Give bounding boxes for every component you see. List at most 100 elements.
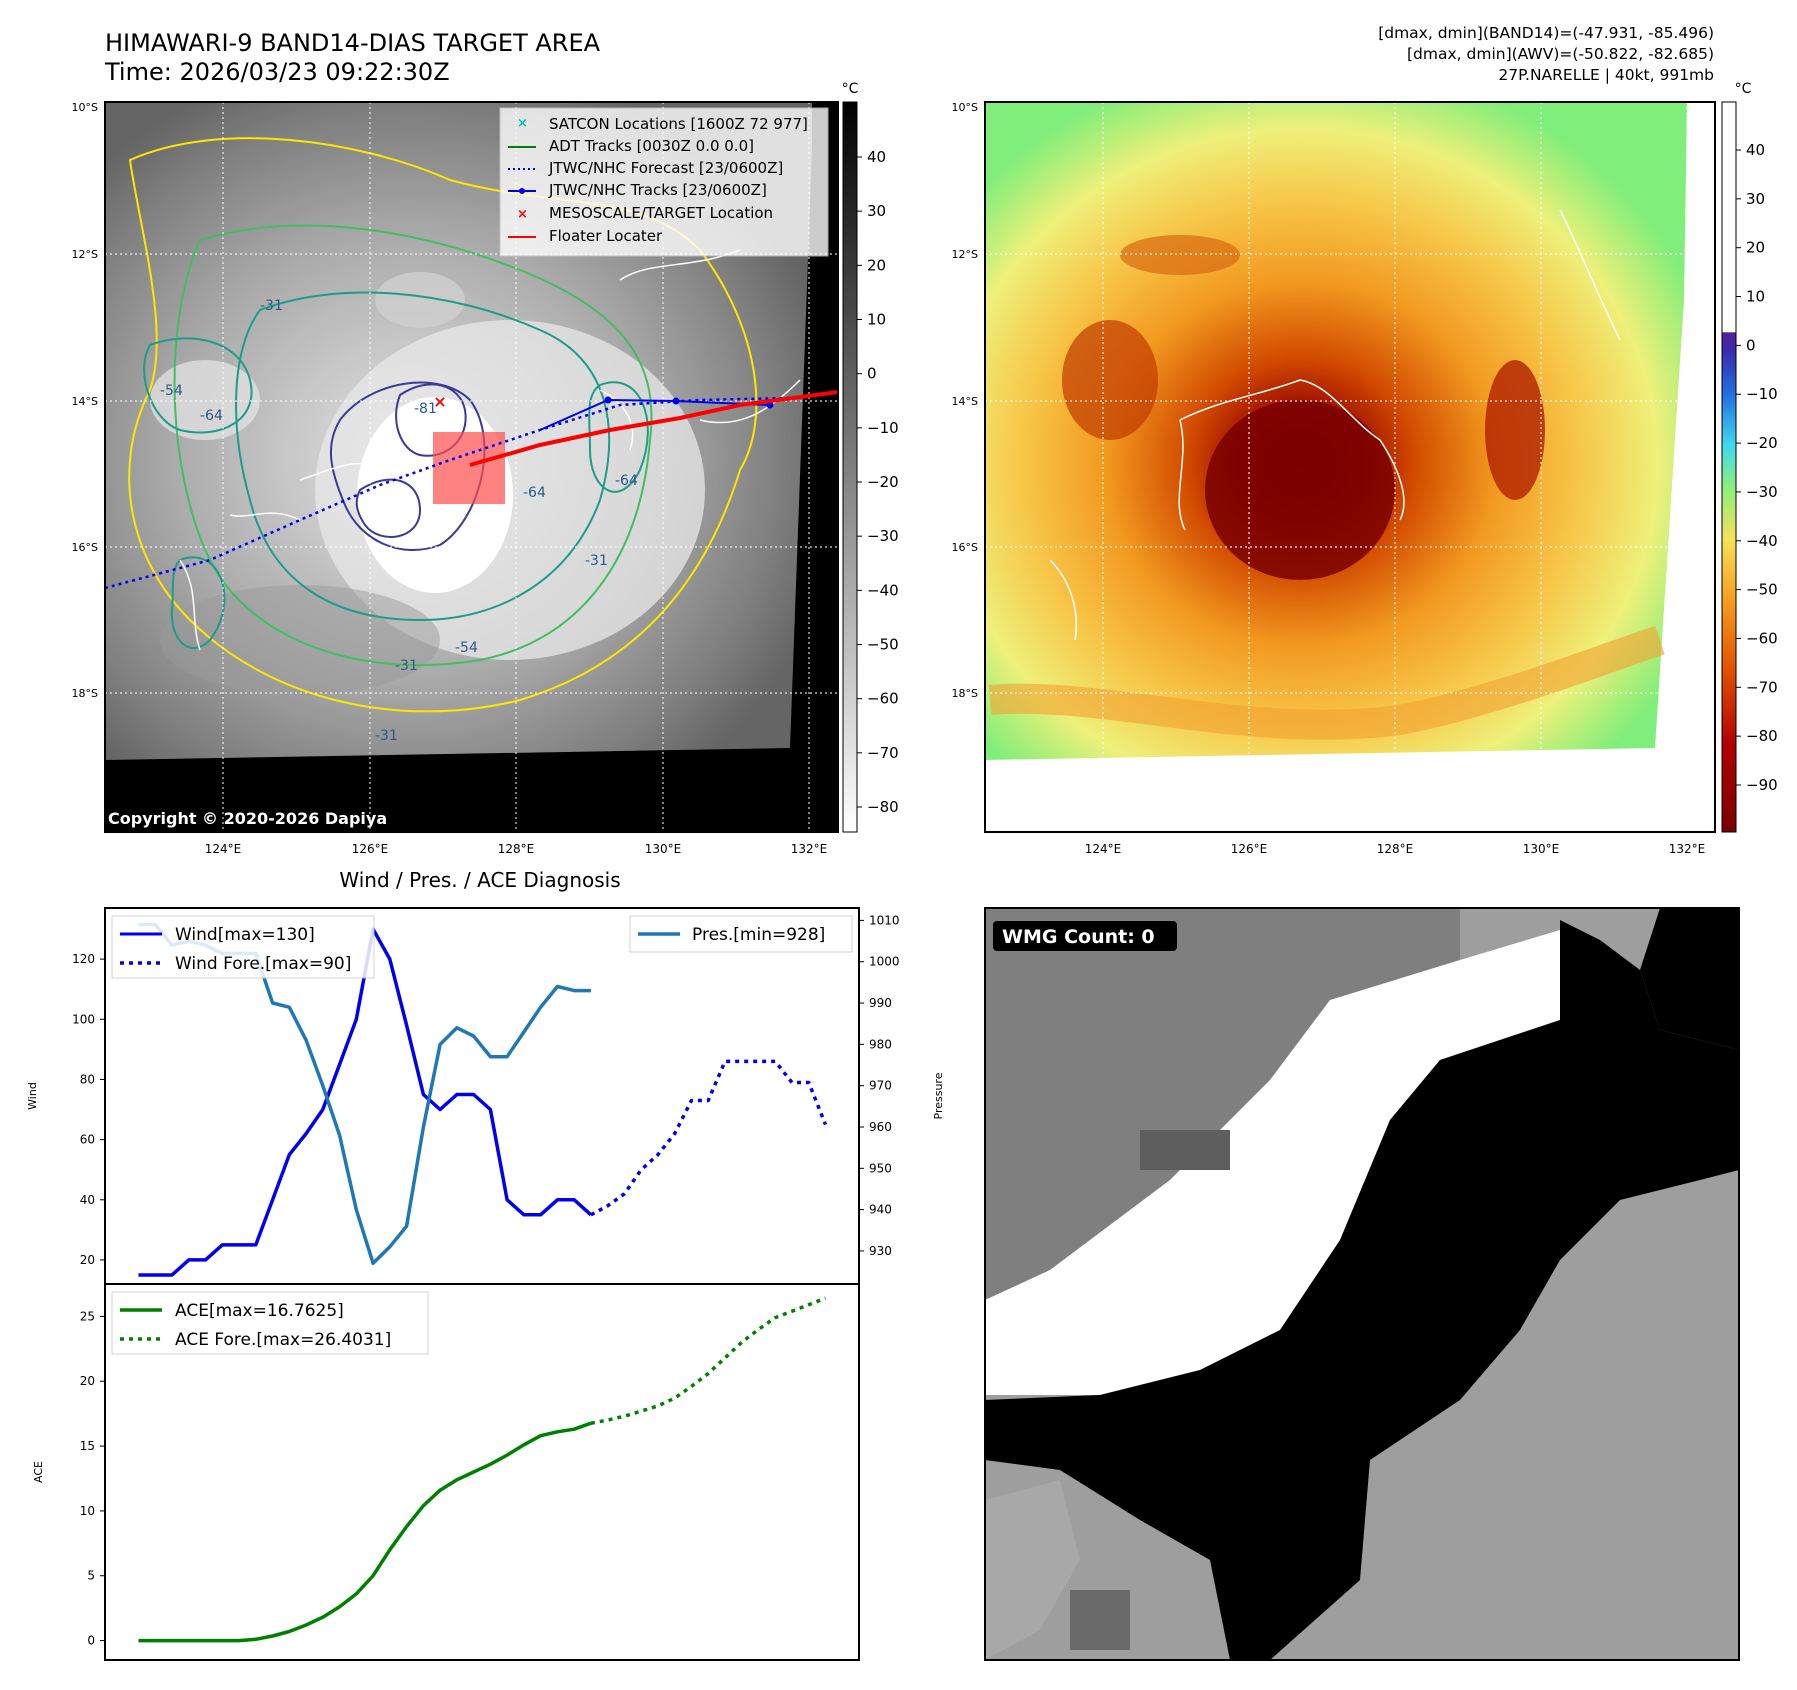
colorbar-tick-label: 30 — [1746, 190, 1765, 208]
y-tick-label: 20 — [80, 1374, 95, 1388]
colorbar-tick-label: −20 — [1746, 434, 1778, 452]
y-tick-label: 80 — [80, 1072, 95, 1086]
lat-label: 14°S — [952, 395, 978, 408]
y-tick-label: 0 — [87, 1634, 95, 1648]
pressure-axis-label: Pressure — [932, 1072, 945, 1119]
wmg-region — [1140, 1130, 1230, 1170]
jtwc-track-point — [672, 397, 680, 405]
contour-label: -31 — [375, 728, 398, 744]
y-tick-label: 990 — [869, 996, 892, 1010]
track-point-icon — [519, 188, 525, 194]
storm-info: 27P.NARELLE | 40kt, 991mb — [1498, 66, 1714, 84]
colorbar-tick-label: 0 — [867, 365, 877, 383]
ace-legend: ACE[max=16.7625] ACE Fore.[max=26.4031] — [111, 1291, 429, 1355]
ir-map-lon-labels: 124°E 126°E 128°E 130°E 132°E — [205, 842, 828, 856]
lon-label: 126°E — [352, 842, 389, 856]
colorbar-tick-label: −60 — [1746, 629, 1778, 647]
color-imagery — [985, 102, 1715, 832]
y-tick-label: 980 — [869, 1037, 892, 1051]
series-line — [590, 1296, 827, 1425]
lat-label: 18°S — [72, 687, 98, 700]
colorbar-tick-label: −10 — [867, 419, 899, 437]
lon-label: 124°E — [205, 842, 242, 856]
lat-label: 12°S — [952, 248, 978, 261]
colorbar-tick-label: −50 — [1746, 581, 1778, 599]
contour-label: -81 — [414, 401, 437, 417]
colorbar-tick-label: −70 — [867, 744, 899, 762]
lon-label: 126°E — [1231, 842, 1268, 856]
colorbar-tick-label: 40 — [1746, 141, 1765, 159]
colorbar-tick-label: −40 — [1746, 532, 1778, 550]
ace-panel: 0 5 10 15 20 25 ACE ACE[max=16.7625] ACE Fore… — [32, 1283, 860, 1661]
color-map-panel — [984, 101, 1716, 833]
series-line — [138, 1421, 592, 1643]
wmg-count-label: WMG Count: 0 — [1002, 926, 1155, 948]
wmg-region — [985, 920, 1739, 1660]
legend-target: MESOSCALE/TARGET Location — [549, 204, 773, 222]
pressure-legend: Pres.[min=928] — [629, 915, 853, 953]
contour-label: -64 — [200, 408, 223, 424]
colorbar-tick-label: 30 — [867, 202, 886, 220]
target-marker-icon: × — [517, 207, 528, 222]
y-tick-label: 1000 — [869, 955, 900, 969]
target-location-marker: × — [433, 392, 446, 411]
mesoscale-target-box — [433, 432, 505, 504]
colorbar-tick-label: −40 — [867, 581, 899, 599]
y-tick-label: 10 — [80, 1504, 95, 1518]
legend-adt: ADT Tracks [0030Z 0.0 0.0] — [549, 137, 754, 155]
legend-satcon: SATCON Locations [1600Z 72 977] — [549, 115, 808, 133]
color-map-lat-labels: 10°S 12°S 14°S 16°S 18°S — [952, 101, 978, 700]
colorbar-tick-label: 20 — [867, 256, 886, 274]
pressure-legend-label: Pres.[min=928] — [692, 925, 825, 945]
lat-label: 14°S — [72, 395, 98, 408]
series-line — [590, 1059, 828, 1217]
legend-tracks: JTWC/NHC Tracks [23/0600Z] — [548, 181, 767, 199]
lon-label: 128°E — [1377, 842, 1414, 856]
lat-label: 10°S — [952, 101, 978, 114]
contour-label: -54 — [455, 640, 478, 656]
lon-label: 132°E — [1669, 842, 1706, 856]
stats-awv: [dmax, dmin](AWV)=(-50.822, -82.685) — [1407, 45, 1714, 63]
wmg-region — [985, 908, 1460, 1300]
ace-fore-legend-label: ACE Fore.[max=26.4031] — [175, 1330, 391, 1350]
diagnosis-title: Wind / Pres. / ACE Diagnosis — [339, 868, 620, 892]
contour-label: -31 — [585, 553, 608, 569]
colorbar-tick-label: −60 — [867, 690, 899, 708]
lon-label: 124°E — [1085, 842, 1122, 856]
y-tick-label: 60 — [80, 1133, 95, 1147]
ir-imagery: × -81 -64 -64 -64 -54 -54 -31 -31 -31 -3… — [105, 102, 838, 832]
lat-label: 16°S — [952, 541, 978, 554]
wmg-region — [985, 1480, 1080, 1660]
wind-pressure-panel: 20 40 60 80 100 120 930 940 950 960 970 980 990 1000… — [26, 907, 945, 1285]
wmg-count-badge — [993, 921, 1177, 951]
color-colorbar: °C 40 30 20 10 0 −10 −20 −30 −40 −50 −60 −70 −80 −90 — [1721, 81, 1778, 833]
colorbar-tick-label: −80 — [867, 798, 899, 816]
colorbar-tick-label: −50 — [867, 636, 899, 654]
y-tick-label: 5 — [87, 1569, 95, 1583]
y-tick-label: 970 — [869, 1079, 892, 1093]
contour-label: -31 — [395, 658, 418, 674]
wind-legend-label: Wind[max=130] — [175, 925, 315, 945]
colorbar-tick-label: 0 — [1746, 336, 1756, 354]
colorbar-tick-label: −80 — [1746, 727, 1778, 745]
wind-axis-label: Wind — [26, 1082, 39, 1110]
jtwc-track-point — [604, 396, 612, 404]
y-tick-label: 950 — [869, 1161, 892, 1175]
contour-label: -31 — [260, 298, 283, 314]
y-tick-label: 15 — [80, 1439, 95, 1453]
lon-label: 128°E — [498, 842, 535, 856]
lon-label: 130°E — [1523, 842, 1560, 856]
wmg-region — [1070, 1590, 1130, 1650]
legend-floater: Floater Locater — [549, 227, 663, 245]
copyright-text: Copyright © 2020-2026 Dapiya — [108, 809, 387, 828]
gray-colorbar: °C 40 30 20 10 0 −10 −20 −30 −40 −50 −60 −70 −80 — [842, 81, 899, 833]
y-tick-label: 930 — [869, 1244, 892, 1258]
colorbar-tick-label: 20 — [1746, 239, 1765, 257]
stats-band14: [dmax, dmin](BAND14)=(-47.931, -85.496) — [1378, 24, 1714, 42]
color-map-lon-labels: 124°E 126°E 128°E 130°E 132°E — [1085, 842, 1706, 856]
ir-map-lat-labels: 10°S 12°S 14°S 16°S 18°S — [72, 101, 98, 700]
colorbar-tick-label: −30 — [1746, 483, 1778, 501]
y-tick-label: 40 — [80, 1193, 95, 1207]
ace-axis-label: ACE — [32, 1461, 45, 1483]
